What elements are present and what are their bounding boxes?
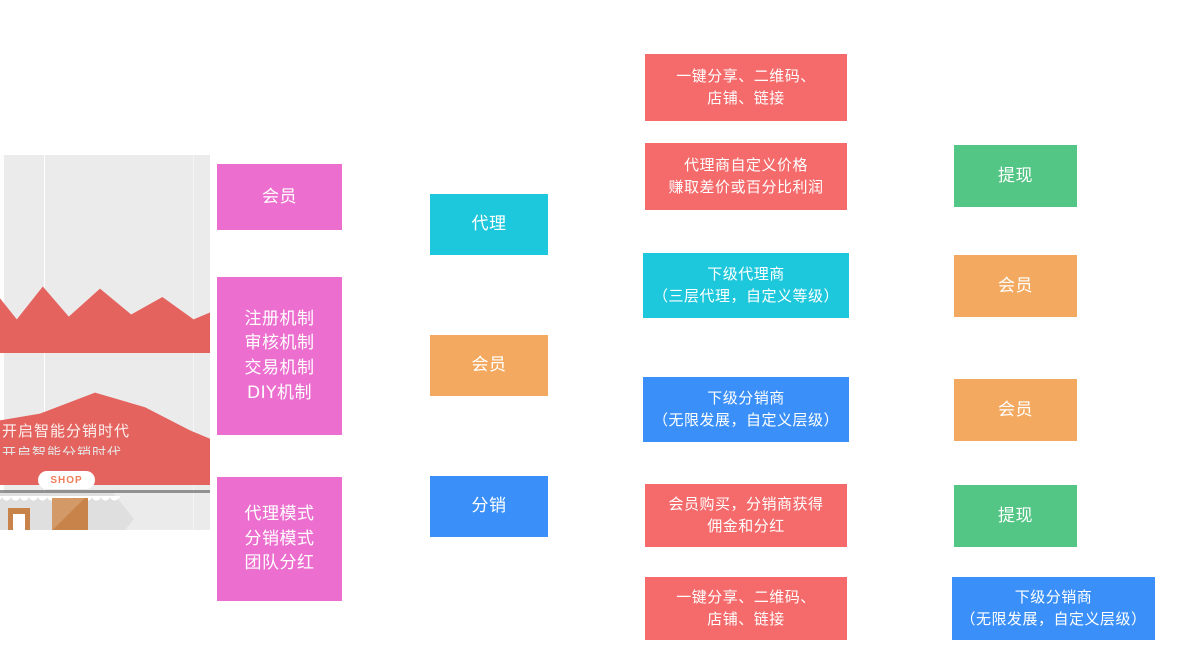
- box-member[interactable]: 会员: [217, 164, 342, 230]
- box-line: 店铺、链接: [707, 609, 785, 628]
- box-line: 提现: [998, 505, 1033, 526]
- box-member-role[interactable]: 会员: [430, 335, 548, 396]
- shop-badge: SHOP: [38, 471, 95, 489]
- box-member-purchase[interactable]: 会员购买，分销商获得 佣金和分红: [645, 484, 847, 547]
- box-withdraw-bottom[interactable]: 提现: [954, 485, 1077, 547]
- box-line: 代理商自定义价格: [683, 155, 808, 174]
- box-line: （无限发展，自定义层级）: [960, 609, 1147, 628]
- box-line: 一键分享、二维码、: [676, 66, 816, 85]
- box-distribution[interactable]: 分销: [430, 476, 548, 537]
- box-line: 赚取差价或百分比利润: [668, 177, 824, 196]
- box-line: 会员购买，分销商获得: [668, 494, 824, 513]
- illustration-caption: 开启智能分销时代: [2, 422, 131, 440]
- box-line: （三层代理，自定义等级）: [652, 286, 839, 305]
- box-line: 注册机制: [244, 308, 315, 329]
- box-line: 下级分销商: [707, 388, 785, 407]
- box-withdraw-top[interactable]: 提现: [954, 145, 1077, 207]
- box-line: 佣金和分红: [707, 516, 785, 535]
- box-line: 一键分享、二维码、: [676, 587, 816, 606]
- box-line: 代理: [471, 214, 507, 235]
- box-line: 分销模式: [244, 528, 315, 549]
- box-member-2[interactable]: 会员: [954, 379, 1077, 441]
- box-sub-agent[interactable]: 下级代理商 （三层代理，自定义等级）: [643, 253, 849, 318]
- shop-illustration: SHOP 开启智能分销时代 开启智能分销时代: [0, 155, 210, 530]
- box-line: 分销: [471, 496, 507, 517]
- box-line: 下级代理商: [707, 264, 785, 283]
- box-agent[interactable]: 代理: [430, 194, 548, 255]
- shop-door-window: [13, 514, 25, 530]
- box-line: （无限发展，自定义层级）: [652, 410, 839, 429]
- box-agent-pricing[interactable]: 代理商自定义价格 赚取差价或百分比利润: [645, 143, 847, 210]
- box-line: 会员: [471, 355, 507, 376]
- box-line: 下级分销商: [1014, 587, 1093, 606]
- box-line: 交易机制: [244, 358, 315, 378]
- box-line: 团队分红: [244, 553, 315, 574]
- box-sub-distributor[interactable]: 下级分销商 （无限发展，自定义层级）: [643, 377, 849, 442]
- box-line: 审核机制: [244, 333, 315, 354]
- box-line: 会员: [262, 186, 297, 207]
- box-mechanisms[interactable]: 注册机制审核机制交易机制 DIY机制: [217, 277, 342, 435]
- box-line: 提现: [998, 165, 1033, 186]
- shop-window: [52, 498, 88, 530]
- ground-line: [0, 490, 210, 493]
- box-line: 代理模式: [244, 504, 315, 525]
- box-line: 店铺、链接: [707, 88, 785, 107]
- box-line: DIY机制: [247, 382, 312, 403]
- box-modes[interactable]: 代理模式分销模式团队分红: [217, 477, 342, 601]
- box-share-bottom[interactable]: 一键分享、二维码、 店铺、链接: [645, 577, 847, 640]
- box-line: 会员: [998, 399, 1033, 420]
- box-sub-distributor-right[interactable]: 下级分销商 （无限发展，自定义层级）: [952, 577, 1155, 640]
- box-share-top[interactable]: 一键分享、二维码、 店铺、链接: [645, 54, 847, 121]
- box-member-1[interactable]: 会员: [954, 255, 1077, 317]
- box-line: 会员: [998, 275, 1033, 296]
- illustration-caption-sub: 开启智能分销时代: [2, 446, 122, 455]
- mountain-back-shape: [0, 286, 210, 353]
